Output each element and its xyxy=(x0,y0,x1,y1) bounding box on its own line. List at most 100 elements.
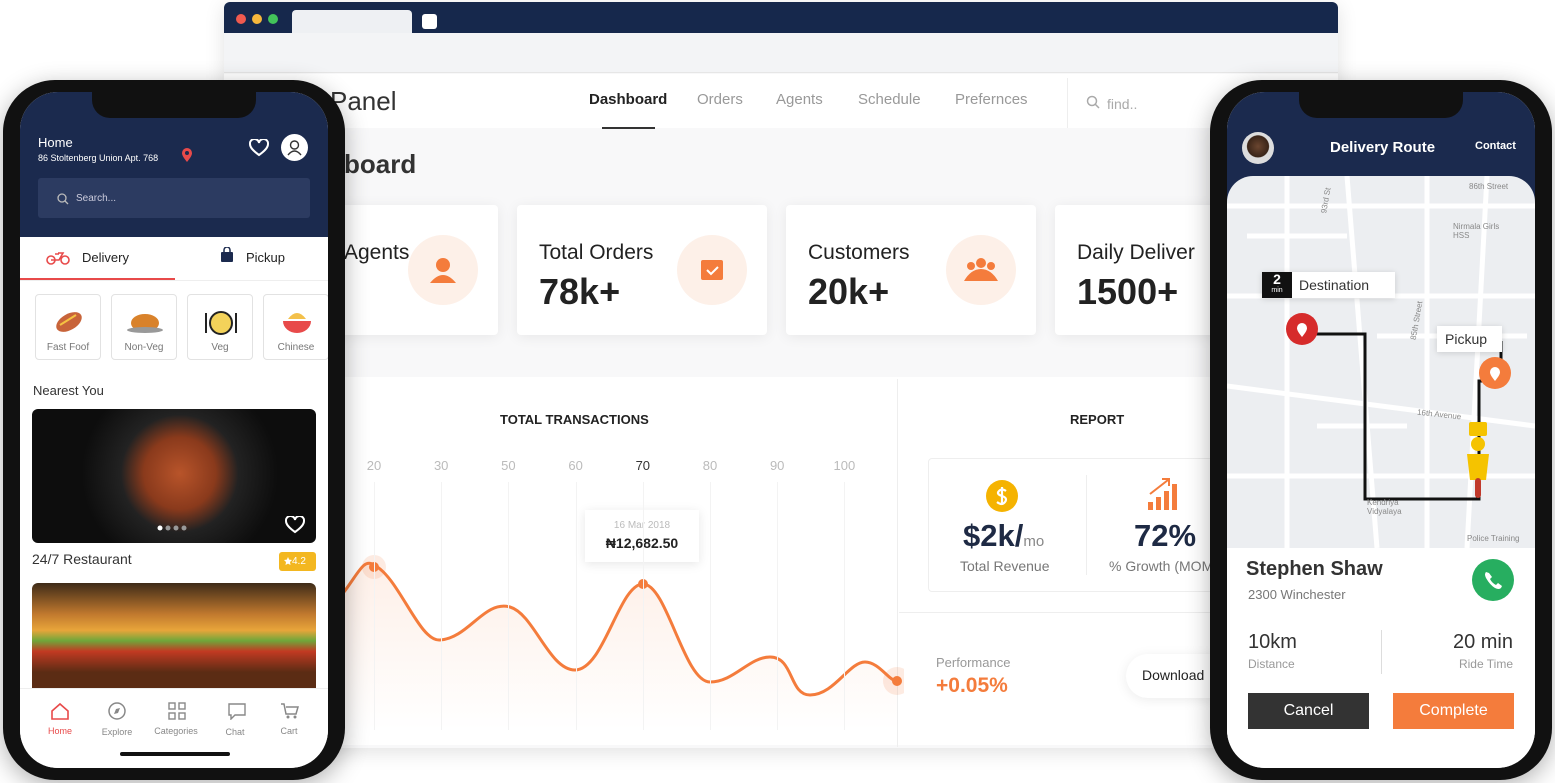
address: 86 Stoltenberg Union Apt. 768 xyxy=(38,153,159,163)
category-label[interactable]: Fast Foof xyxy=(46,342,90,353)
element xyxy=(430,258,456,283)
grid-line xyxy=(642,482,644,730)
nav-item[interactable]: Schedule xyxy=(858,91,921,108)
category-label[interactable]: Non-Veg xyxy=(124,342,164,353)
bag-icon xyxy=(221,247,233,262)
stat-label: Agents xyxy=(344,241,410,264)
toolbar xyxy=(224,33,1338,73)
category[interactable]: Fast Foof xyxy=(35,294,101,360)
dot xyxy=(236,14,246,24)
eta-value: 2 xyxy=(1273,271,1281,287)
location-title: Home xyxy=(38,135,73,150)
nav-item[interactable]: Prefernces xyxy=(955,91,1028,108)
browser: Panel Dashboard Orders Agents Schedule P… xyxy=(224,2,1338,748)
stat-icon xyxy=(408,235,478,305)
rating: 4.2 xyxy=(292,556,306,567)
complete-button[interactable]: Complete xyxy=(1393,693,1514,729)
stat-icon xyxy=(946,235,1016,305)
nav-icon[interactable] xyxy=(280,702,300,720)
nav-label[interactable]: Chat xyxy=(225,727,245,737)
report-divider xyxy=(1086,475,1087,575)
contact-link[interactable]: Contact xyxy=(1475,140,1516,152)
restaurant-name[interactable]: 24/7 Restaurant xyxy=(32,551,132,567)
nav-item[interactable]: Orders xyxy=(697,91,743,108)
nav-label[interactable]: Explore xyxy=(101,727,133,737)
element xyxy=(701,260,723,280)
stat-label: Daily Deliver xyxy=(1077,241,1195,264)
nav-label[interactable]: Cart xyxy=(280,726,298,736)
street-label: Kendriya Vidyalaya xyxy=(1367,498,1402,516)
x-tick-label: 60 xyxy=(568,458,583,473)
revenue-label: Total Revenue xyxy=(960,558,1050,574)
destination-label: Destination xyxy=(1299,277,1370,293)
avatar[interactable] xyxy=(281,134,308,161)
grid-line xyxy=(508,482,510,730)
distance-value: 10km xyxy=(1248,631,1297,653)
dot xyxy=(268,14,278,24)
element xyxy=(287,140,302,156)
stat-icon xyxy=(677,235,747,305)
nav-item[interactable]: Dashboard xyxy=(589,91,668,108)
x-tick-label: 70 xyxy=(635,458,651,473)
nav-icon[interactable] xyxy=(227,702,247,720)
nav-label[interactable]: Categories xyxy=(154,726,198,736)
destination-callout: 2 min Destination xyxy=(1262,272,1395,298)
header xyxy=(224,74,1338,128)
category[interactable]: Chinese xyxy=(263,294,328,360)
chart-title: TOTAL TRANSACTIONS xyxy=(500,412,649,427)
search-divider xyxy=(1067,78,1068,128)
element xyxy=(205,311,237,335)
panel-divider xyxy=(897,379,898,747)
section-title: Nearest You xyxy=(33,383,104,398)
nav-icon[interactable] xyxy=(107,701,127,721)
nav-item[interactable]: Agents xyxy=(776,91,823,108)
growth-label: % Growth (MOM xyxy=(1109,558,1214,574)
street-label: 86th Street xyxy=(1469,182,1509,191)
performance-label: Performance xyxy=(936,655,1011,670)
category[interactable]: Non-Veg xyxy=(111,294,177,360)
new-tab xyxy=(422,14,437,29)
transaction-curve xyxy=(342,555,904,730)
tab[interactable]: Pickup xyxy=(246,250,286,265)
growth-icon xyxy=(1148,478,1177,510)
stat-value: 1500+ xyxy=(1077,271,1179,312)
grid-line xyxy=(777,482,779,730)
search-input[interactable]: find.. xyxy=(1107,96,1138,112)
courier xyxy=(1467,422,1489,498)
download-label[interactable]: Download xyxy=(1142,667,1205,683)
food-photo[interactable] xyxy=(32,409,316,543)
nav-icon[interactable] xyxy=(167,701,187,721)
nav-label[interactable]: Home xyxy=(47,726,72,736)
cancel-button[interactable]: Cancel xyxy=(1248,693,1369,729)
heart-icon[interactable] xyxy=(285,516,305,534)
screen: Home 86 Stoltenberg Union Apt. 768 Searc… xyxy=(20,92,328,768)
report-title: REPORT xyxy=(1070,412,1125,427)
x-tick-label: 20 xyxy=(366,458,382,473)
screen: Delivery Route Contact 86th Street 93rd … xyxy=(1227,92,1535,768)
revenue-value: $2k/ xyxy=(963,518,1024,553)
driver-address: 2300 Winchester xyxy=(1248,587,1346,602)
search-bar[interactable] xyxy=(38,178,310,218)
complete-label[interactable]: Complete xyxy=(1419,702,1488,719)
search-placeholder[interactable]: Search... xyxy=(76,193,117,204)
street-label: Police Training xyxy=(1467,534,1520,543)
category[interactable]: Veg xyxy=(187,294,253,360)
revenue-unit: mo xyxy=(1023,533,1045,550)
cancel-label[interactable]: Cancel xyxy=(1283,702,1334,719)
time-value: 20 min xyxy=(1452,631,1513,653)
heading: board xyxy=(344,149,417,179)
category-label[interactable]: Veg xyxy=(211,342,229,353)
stat-value: 20k+ xyxy=(808,271,890,312)
destination-pin xyxy=(1286,313,1318,345)
element xyxy=(283,313,311,333)
grid-line xyxy=(374,482,375,730)
revenue: $2k/mo xyxy=(963,518,1044,554)
category-label[interactable]: Chinese xyxy=(277,342,315,353)
heart-icon[interactable] xyxy=(249,139,269,157)
tab[interactable]: Delivery xyxy=(82,250,129,265)
call-button[interactable] xyxy=(1472,559,1514,601)
food-photo[interactable] xyxy=(32,583,316,688)
nav-icon[interactable] xyxy=(50,702,70,720)
element xyxy=(56,312,82,332)
performance-value: +0.05% xyxy=(936,674,1008,697)
